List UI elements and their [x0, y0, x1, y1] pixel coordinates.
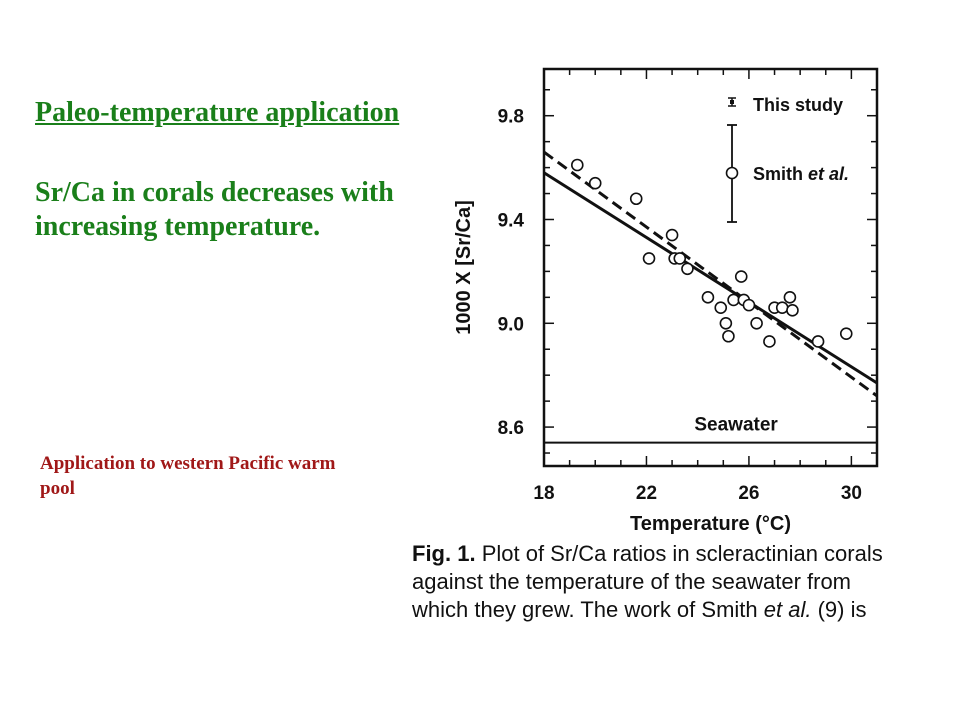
data-point [839, 327, 853, 340]
seawater-label: Seawater [694, 415, 778, 436]
data-point [681, 262, 694, 276]
data-point [750, 316, 763, 330]
data-point [714, 301, 728, 315]
smith-fit-line [543, 150, 878, 398]
data-point [763, 335, 776, 348]
data-point [811, 335, 825, 348]
data-point [629, 192, 643, 206]
data-point [783, 291, 797, 304]
data-point [588, 176, 602, 190]
data-point [727, 293, 740, 307]
x-tick-label: 22 [636, 483, 657, 504]
y-tick-label: 9.8 [498, 107, 524, 128]
chart-plot-area: 18 22 26 30 8.6 9.0 9.4 9.8 Temperature (°C) 1000… [453, 67, 879, 535]
data-point [786, 304, 799, 317]
legend-marker-small [730, 100, 734, 104]
slide-title: Paleo-temperature application [35, 97, 400, 128]
x-tick-label: 18 [533, 483, 554, 504]
data-point [701, 291, 715, 304]
legend-label-smith-et-al: et al. [808, 164, 849, 184]
x-tick-label: 30 [841, 483, 862, 504]
data-point [775, 301, 789, 315]
x-tick-label: 26 [738, 483, 759, 504]
caption-text-before: Plot of Sr/Ca ratios in scleractinian co… [412, 541, 883, 622]
y-tick-label: 9.4 [498, 210, 525, 231]
y-tick-label: 9.0 [498, 314, 524, 335]
y-axis-label: 1000 X [Sr/Ca] [453, 200, 475, 335]
legend-label-this-study: This study [753, 95, 843, 115]
slide-body-text: Sr/Ca in corals decreases with increasin… [35, 177, 394, 243]
data-point [570, 158, 584, 172]
data-point [742, 298, 756, 312]
data-point [719, 316, 733, 330]
data-point [722, 329, 735, 343]
caption-fig-label: Fig. 1. [412, 541, 476, 566]
y-tick-label: 8.6 [498, 418, 524, 439]
caption-et-al: et al. [763, 597, 812, 622]
caption-text-after: (9) is [811, 597, 867, 622]
this-study-fit-line [543, 171, 878, 385]
x-axis-label: Temperature (°C) [630, 513, 791, 535]
data-point [734, 270, 748, 283]
legend-label-smith: Smith et al. [753, 164, 849, 184]
data-point [673, 252, 687, 265]
slide-subtitle: Application to western Pacific warm pool [40, 453, 336, 499]
plot-frame [542, 67, 879, 468]
legend-marker-circle [725, 166, 739, 180]
data-point [642, 252, 656, 265]
figure-caption: Fig. 1. Plot of Sr/Ca ratios in scleract… [412, 540, 912, 630]
data-point [665, 228, 679, 242]
